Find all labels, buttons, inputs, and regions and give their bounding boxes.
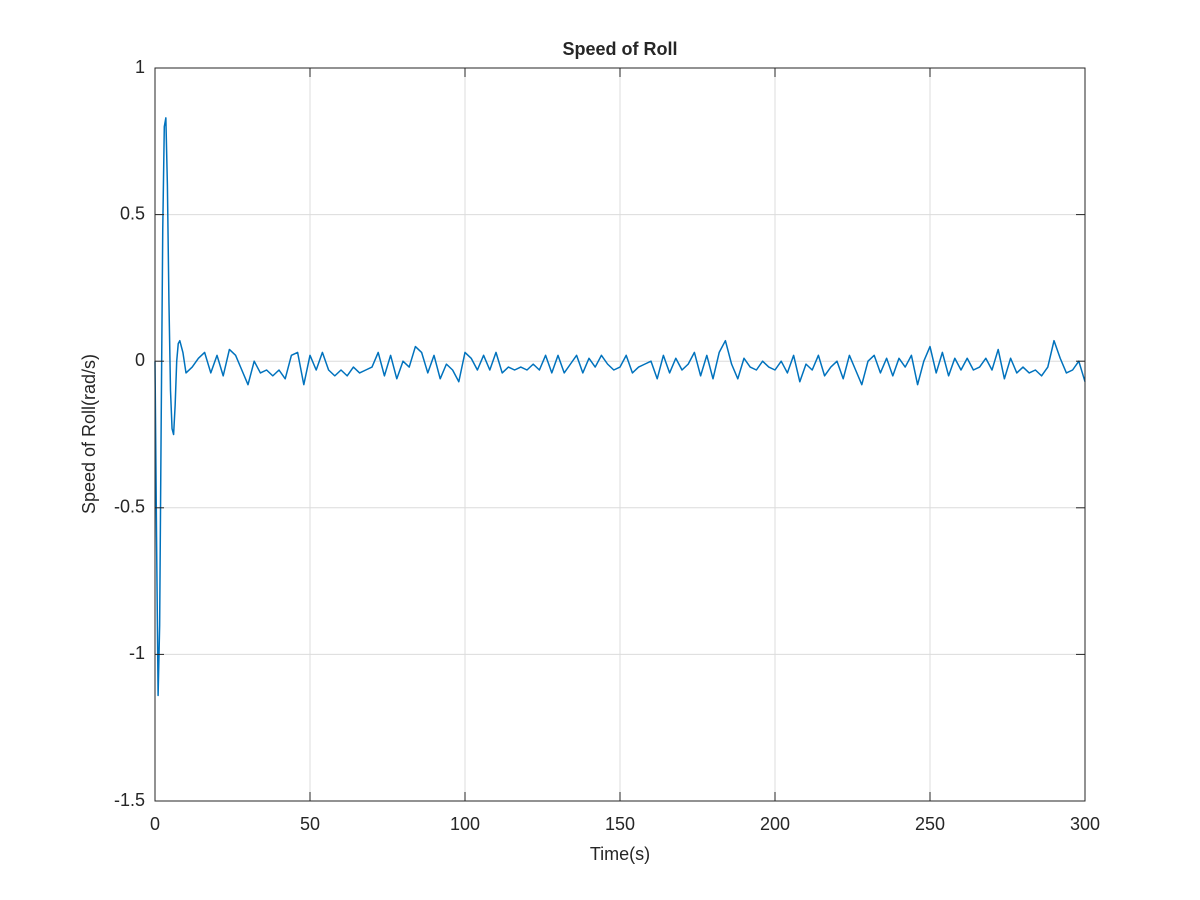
- x-tick-label: 300: [1070, 814, 1100, 834]
- y-tick-label: -1.5: [114, 790, 145, 810]
- x-tick-label: 150: [605, 814, 635, 834]
- x-tick-label: 0: [150, 814, 160, 834]
- chart-title: Speed of Roll: [562, 39, 677, 59]
- y-tick-label: 0: [135, 350, 145, 370]
- y-axis-label: Speed of Roll(rad/s): [79, 354, 99, 514]
- y-tick-label: -1: [129, 643, 145, 663]
- x-tick-label: 200: [760, 814, 790, 834]
- y-tick-label: 1: [135, 57, 145, 77]
- data-line: [154, 117, 1086, 697]
- y-tick-label: 0.5: [120, 203, 145, 223]
- x-axis-label: Time(s): [590, 844, 650, 864]
- plot-area: [154, 117, 1086, 697]
- y-tick-label: -0.5: [114, 497, 145, 517]
- x-tick-label: 100: [450, 814, 480, 834]
- x-tick-label: 50: [300, 814, 320, 834]
- x-tick-label: 250: [915, 814, 945, 834]
